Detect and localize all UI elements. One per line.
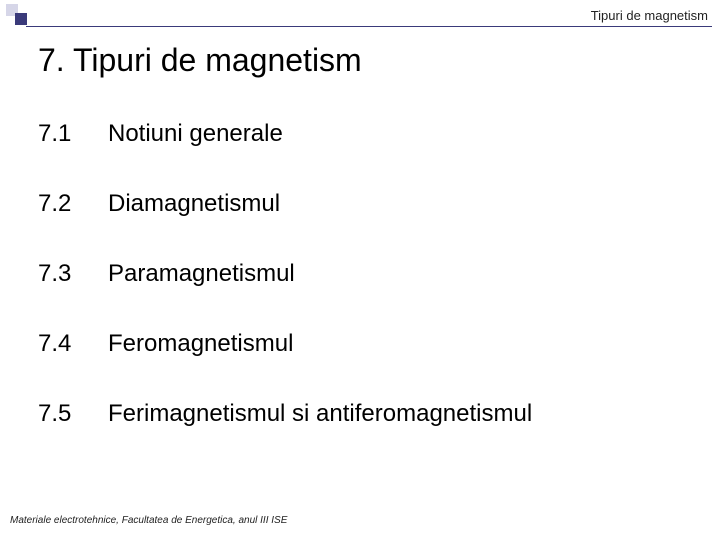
header-line	[26, 26, 712, 27]
toc-label: Feromagnetismul	[108, 330, 700, 358]
toc-label: Paramagnetismul	[108, 260, 700, 288]
header-bar: Tipuri de magnetism	[0, 0, 720, 28]
header-text: Tipuri de magnetism	[591, 8, 708, 23]
toc-number: 7.2	[38, 190, 108, 218]
toc-label: Ferimagnetismul si antiferomagnetismul	[108, 400, 700, 428]
toc-label: Notiuni generale	[108, 120, 700, 148]
page-title: 7. Tipuri de magnetism	[38, 42, 362, 79]
toc-item: 7.2 Diamagnetismul	[38, 190, 700, 218]
toc-label: Diamagnetismul	[108, 190, 700, 218]
toc-number: 7.3	[38, 260, 108, 288]
footer-text: Materiale electrotehnice, Facultatea de …	[10, 515, 287, 526]
toc-item: 7.3 Paramagnetismul	[38, 260, 700, 288]
toc-item: 7.1 Notiuni generale	[38, 120, 700, 148]
toc-number: 7.5	[38, 400, 108, 428]
toc-number: 7.1	[38, 120, 108, 148]
toc-item: 7.5 Ferimagnetismul si antiferomagnetism…	[38, 400, 700, 428]
toc-item: 7.4 Feromagnetismul	[38, 330, 700, 358]
decor-square-dark	[15, 13, 27, 25]
toc-number: 7.4	[38, 330, 108, 358]
table-of-contents: 7.1 Notiuni generale 7.2 Diamagnetismul …	[38, 120, 700, 470]
